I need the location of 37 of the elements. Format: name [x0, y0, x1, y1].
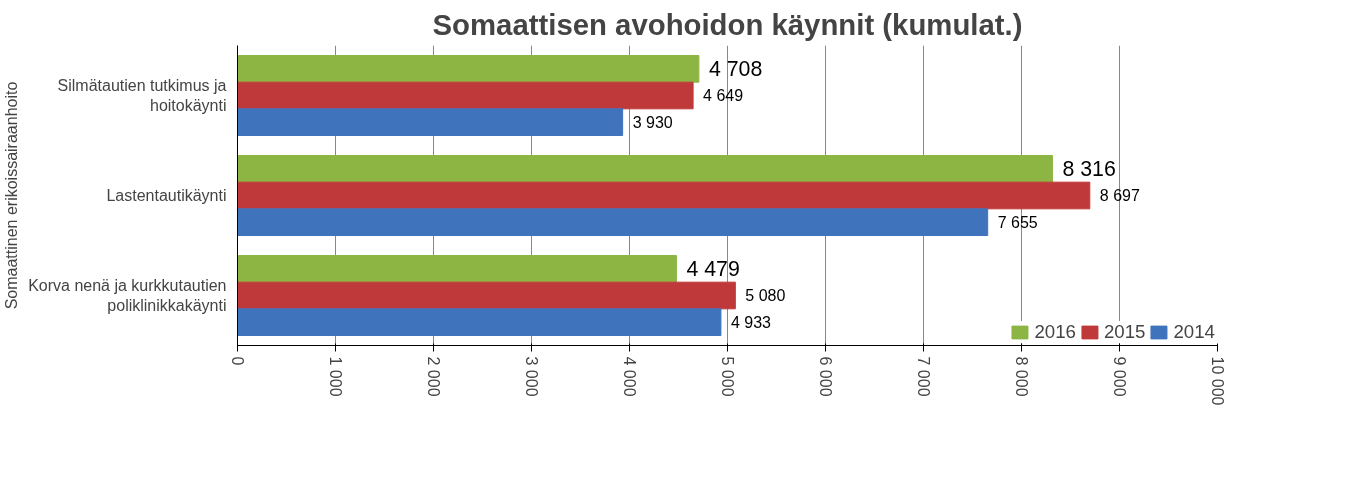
x-tick-label: 5 000 [719, 356, 736, 397]
data-label: 8 697 [1099, 187, 1140, 204]
x-tick-label: 9 000 [1111, 356, 1128, 397]
data-label: 4 708 [708, 56, 763, 81]
bar [237, 181, 1091, 210]
data-label: 3 930 [632, 113, 673, 131]
x-tick-label: 7 000 [915, 356, 932, 397]
legend-label: 2016 [1034, 321, 1076, 343]
legend-label: 2014 [1173, 321, 1215, 343]
bar [237, 281, 736, 310]
data-label: 7 655 [997, 213, 1038, 231]
data-label: 4 479 [686, 256, 740, 281]
x-tick-label: 6 000 [817, 356, 834, 397]
bar [237, 81, 694, 110]
y-tick-label: Lastentautikäynti [106, 187, 227, 204]
x-tick-label: 0 [229, 356, 246, 366]
data-label: 5 080 [745, 287, 786, 304]
chart-title: Somaattisen avohoidon käynnit (kumulat.) [432, 7, 1023, 41]
y-axis-title: Somaattinen erikoissairaanhoito [3, 81, 21, 310]
data-label: 8 316 [1062, 156, 1116, 181]
bar [237, 208, 989, 236]
data-label: 4 933 [730, 313, 772, 331]
x-tick-label: 4 000 [621, 356, 638, 397]
bar [237, 55, 700, 83]
x-tick-label: 10 000 [1209, 356, 1226, 406]
bar [237, 155, 1053, 183]
bar [237, 255, 677, 283]
x-tick-label: 3 000 [523, 356, 540, 397]
y-tick-label: Silmätautien tutkimus ja hoitokäynti [57, 76, 227, 115]
y-tick-label: Korva nenä ja kurkkutautien poliklinikkakäynti [28, 276, 227, 315]
bar [237, 108, 624, 136]
x-tick-label: 2 000 [425, 356, 442, 397]
legend-label: 2015 [1103, 321, 1146, 343]
bar [237, 308, 722, 336]
x-tick-label: 1 000 [327, 356, 344, 397]
x-tick-label: 8 000 [1013, 356, 1030, 397]
data-label: 4 649 [703, 87, 744, 104]
